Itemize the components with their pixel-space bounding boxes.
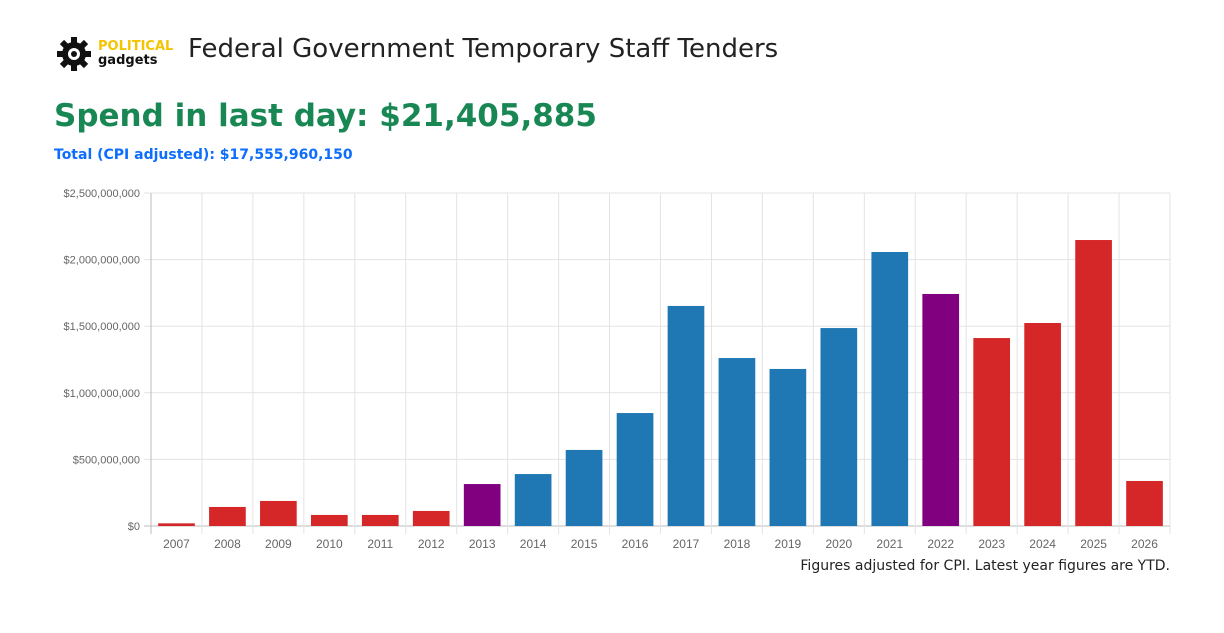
gear-icon [57,37,91,71]
x-tick-label: 2010 [316,537,343,551]
logo-top-text: POLITICAL [98,39,174,54]
x-tick-label: 2020 [825,537,852,551]
x-tick-label: 2026 [1131,537,1158,551]
bar-2023 [973,338,1011,526]
y-tick-label: $2,500,000,000 [64,188,140,200]
x-tick-label: 2023 [978,537,1005,551]
y-tick-label: $1,500,000,000 [64,321,140,333]
bar-2019 [769,368,807,526]
bar-2022 [922,293,960,526]
x-tick-label: 2017 [673,537,700,551]
bar-2025 [1075,240,1112,527]
bar-2024 [1024,323,1061,526]
bar-2017 [667,305,705,526]
y-tick-label: $0 [128,521,140,533]
bar-2026 [1126,480,1163,526]
x-tick-label: 2014 [520,537,547,551]
y-tick-label: $2,000,000,000 [64,255,140,267]
x-tick-label: 2025 [1080,537,1107,551]
page-title: Federal Government Temporary Staff Tende… [188,34,779,64]
bar-2009 [260,500,297,526]
x-tick-label: 2013 [469,537,496,551]
x-tick-label: 2007 [163,537,190,551]
bar-2007 [158,523,195,526]
x-tick-label: 2011 [367,537,393,551]
bar-2014 [514,474,552,526]
bar-2021 [871,252,909,526]
bar-2011 [361,514,399,526]
bar-2018 [718,358,756,526]
x-tick-label: 2012 [418,537,445,551]
x-tick-label: 2019 [775,537,802,551]
bar-2010 [310,514,348,526]
y-tick-label: $1,000,000,000 [64,388,140,400]
logo[interactable]: POLITICAL gadgets [56,36,173,72]
x-tick-label: 2024 [1029,537,1056,551]
x-tick-label: 2018 [724,537,751,551]
bar-2020 [820,328,858,526]
bar-2016 [616,413,654,526]
spend-last-day: Spend in last day: $21,405,885 [54,98,597,134]
total-cpi-adjusted: Total (CPI adjusted): $17,555,960,150 [54,147,353,163]
x-tick-label: 2009 [265,537,292,551]
x-tick-label: 2015 [571,537,598,551]
logo-bottom-text: gadgets [98,53,158,68]
x-tick-label: 2021 [876,537,903,551]
x-tick-label: 2016 [622,537,649,551]
bar-2013 [463,484,501,526]
bar-2015 [565,449,603,526]
bar-2012 [412,510,450,526]
bar-2008 [209,506,246,526]
x-tick-label: 2022 [927,537,954,551]
y-tick-label: $500,000,000 [73,454,140,466]
footnote: Figures adjusted for CPI. Latest year fi… [800,558,1170,574]
x-tick-label: 2008 [214,537,241,551]
